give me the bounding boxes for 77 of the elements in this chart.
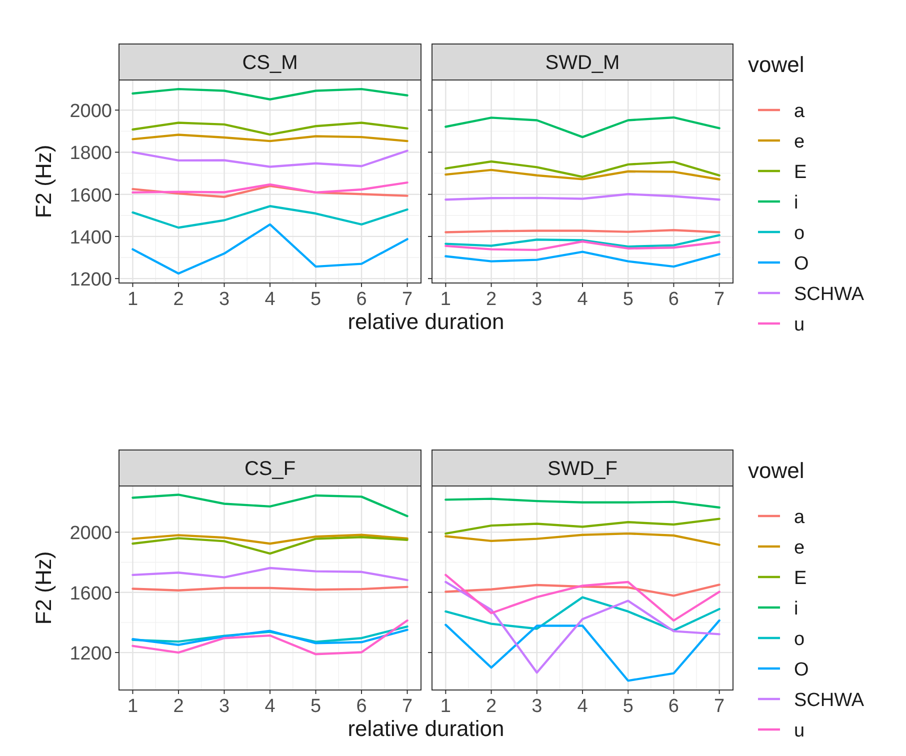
y-tick-label: 1600 [70,185,112,206]
x-tick-label: 7 [402,289,413,310]
legend-label: SCHWA [794,284,864,305]
legend-label: SCHWA [794,690,864,711]
legend-label: O [794,660,809,680]
legend-label: o [794,223,805,244]
legend-label: u [794,720,805,742]
x-axis-title: relative duration [348,309,504,334]
legend-label: E [794,162,807,183]
legend-label: o [794,629,805,650]
legend-title: vowel [748,52,804,77]
legend-label: a [794,101,805,122]
x-tick-label: 4 [264,696,276,717]
x-tick-label: 4 [577,289,588,310]
x-tick-label: 5 [622,696,634,717]
x-tick-label: 7 [714,289,725,310]
x-tick-label: 3 [532,696,542,717]
y-tick-label: 2000 [70,101,112,122]
legend-label: i [794,598,798,620]
x-tick-label: 1 [127,289,138,310]
line-series [132,536,408,555]
line-series [132,625,408,643]
x-tick-label: 6 [668,696,679,717]
y-tick-label: 1400 [70,227,112,248]
x-tick-label: 5 [310,696,322,717]
x-tick-label: 4 [577,696,588,717]
x-tick-label: 2 [173,289,184,310]
line-series [132,494,408,518]
legend-label: u [794,314,805,336]
x-tick-label: 3 [218,289,230,310]
line-series [132,122,408,136]
y-tick-label: 1200 [70,644,112,665]
x-tick-label: 2 [486,696,497,717]
x-tick-label: 1 [440,289,451,310]
line-series [132,566,408,582]
legend-label: e [794,538,805,558]
x-tick-label: 6 [668,289,679,310]
x-tick-label: 7 [402,696,413,717]
legend-title: vowel [748,458,804,483]
x-tick-label: 7 [714,696,725,717]
y-tick-label: 1600 [70,583,112,604]
line-series [132,184,408,198]
x-tick-label: 3 [532,289,542,310]
x-tick-label: 5 [622,289,634,310]
x-axis-title: relative duration [348,716,504,741]
legend-label: e [794,132,805,152]
x-tick-label: 2 [173,696,184,717]
legend-label: E [794,568,807,589]
x-tick-label: 6 [356,289,367,310]
x-tick-label: 5 [310,289,322,310]
legend-label: a [794,507,805,528]
y-axis-title: F2 (Hz) [31,144,56,218]
line-series [132,205,408,229]
chart-title: SWD_M [545,52,620,74]
x-tick-label: 1 [127,696,138,717]
legend-label: i [794,192,798,214]
line-series [132,150,408,168]
line-series [132,181,408,194]
y-axis-title: F2 (Hz) [31,551,56,625]
chart-title: SWD_F [548,458,618,480]
chart-title: CS_M [242,52,298,74]
x-tick-label: 3 [218,696,230,717]
x-tick-label: 2 [486,289,497,310]
y-tick-label: 1200 [70,270,112,291]
line-series [132,88,408,100]
line-series [132,628,408,646]
line-series [132,619,408,656]
chart-title: CS_F [244,458,296,480]
y-tick-label: 2000 [70,523,112,544]
line-series [132,223,408,275]
x-tick-label: 4 [264,289,276,310]
y-tick-label: 1800 [70,143,112,164]
legend-label: O [794,254,809,274]
line-series [132,134,408,142]
x-tick-label: 6 [356,696,367,717]
x-tick-label: 1 [440,696,451,717]
line-series [132,534,408,545]
